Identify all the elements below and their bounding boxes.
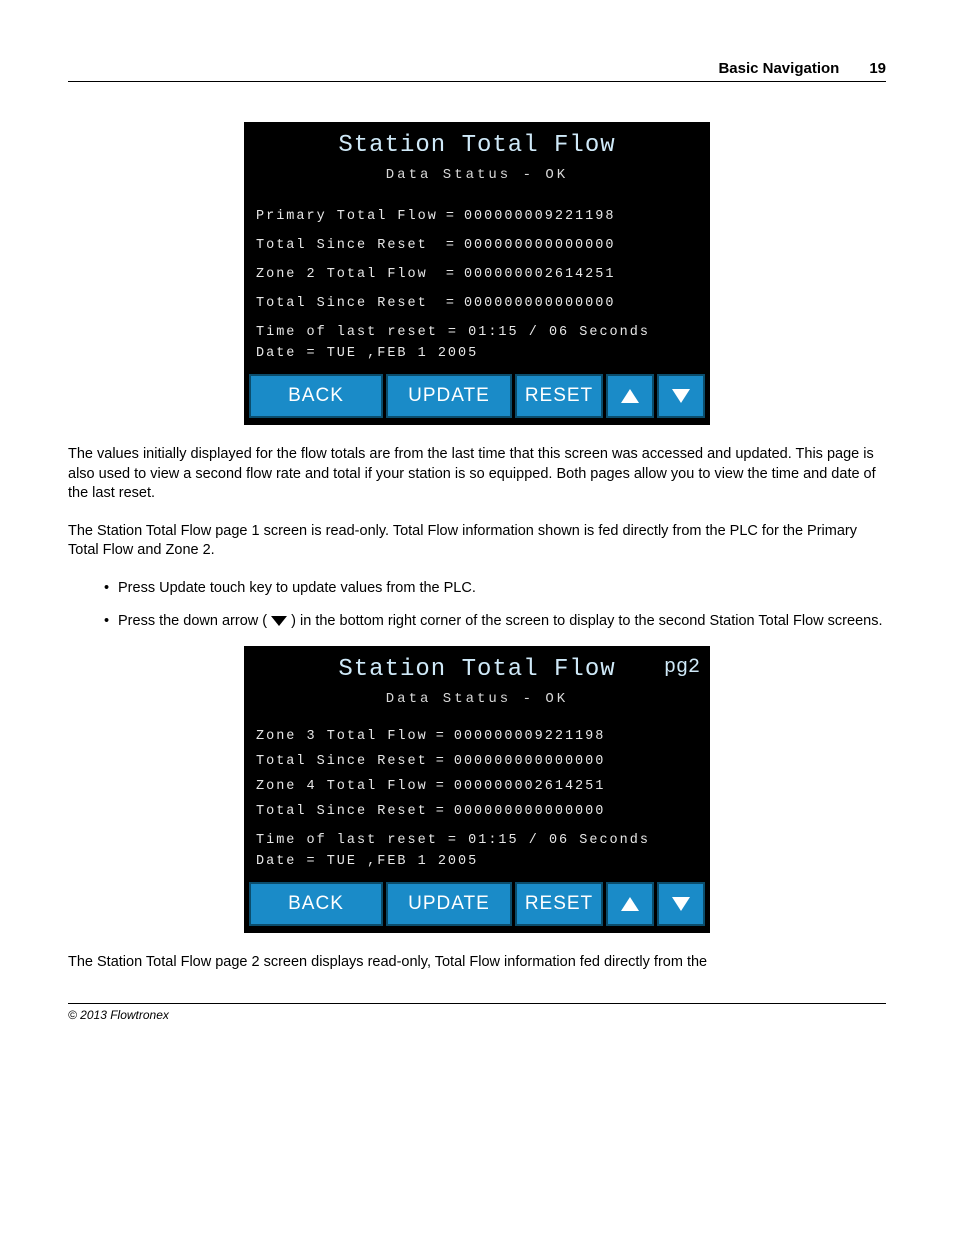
hmi1-button-bar: BACK UPDATE RESET [244,375,710,419]
hmi1-row-label: Total Since Reset [256,296,428,311]
equals-sign: = [446,209,456,224]
back-button[interactable]: BACK [250,375,382,417]
hmi2-row-value: 000000002614251 [454,779,606,794]
equals-sign: = [436,267,456,282]
hmi2-row-total-since-reset-1: Total Since Reset = 000000000000000 [256,754,698,769]
triangle-down-icon [271,616,287,626]
hmi1-title: Station Total Flow [338,132,615,159]
paragraph: The Station Total Flow page 1 screen is … [68,522,886,561]
hmi1-row-total-since-reset-1: Total Since Reset = 000000000000000 [256,238,698,253]
update-button[interactable]: UPDATE [387,375,511,417]
hmi1-row-zone2-total-flow: Zone 2 Total Flow = 000000002614251 [256,267,698,282]
equals-sign: = [436,296,456,311]
bullet-item: Press Update touch key to update values … [104,579,886,599]
hmi1-row-label: Primary Total Flow [256,209,438,224]
hmi2-page-indicator: pg2 [664,656,700,679]
hmi2-row-value: 000000000000000 [454,804,606,819]
hmi2-status: Data Status - OK [244,691,710,707]
triangle-down-icon [672,897,690,911]
hmi1-row-value: 000000000000000 [464,296,616,311]
equals-sign: = [436,804,446,819]
hmi2-row-total-since-reset-2: Total Since Reset = 000000000000000 [256,804,698,819]
back-button[interactable]: BACK [250,883,382,925]
hmi2-row-label: Zone 3 Total Flow [256,729,428,744]
paragraph: The values initially displayed for the f… [68,445,886,504]
equals-sign: = [436,238,456,253]
hmi2-row-zone4-total-flow: Zone 4 Total Flow = 000000002614251 [256,779,698,794]
equals-sign: = [436,729,446,744]
triangle-up-icon [621,897,639,911]
hmi-screenshot-2: Station Total Flow pg2 Data Status - OK … [68,646,886,933]
equals-sign: = [436,779,446,794]
hmi2-row-value: 000000009221198 [454,729,606,744]
equals-sign: = [436,754,446,769]
hmi2-row-label: Zone 4 Total Flow [256,779,428,794]
page-down-button[interactable] [658,375,704,417]
hmi1-status: Data Status - OK [244,167,710,183]
update-button[interactable]: UPDATE [387,883,511,925]
bullet-item: Press the down arrow ( ) in the bottom r… [104,612,886,632]
hmi1-row-value: 000000000000000 [464,238,616,253]
hmi1-row-primary-total-flow: Primary Total Flow = 000000009221198 [256,209,698,224]
hmi2-row-label: Total Since Reset [256,754,428,769]
page-footer: © 2013 Flowtronex [68,1003,886,1022]
hmi2-row-value: 000000000000000 [454,754,606,769]
reset-button-label: RESET [525,893,593,915]
bullet-text-b: ) in the bottom right corner of the scre… [287,613,882,629]
update-button-label: UPDATE [408,893,490,915]
triangle-up-icon [621,389,639,403]
back-button-label: BACK [288,893,344,915]
hmi-screenshot-1: Station Total Flow Data Status - OK Prim… [68,122,886,425]
page-up-button[interactable] [607,375,653,417]
hmi1-date: Date = TUE ,FEB 1 2005 [256,346,698,361]
page-header: Basic Navigation 19 [68,60,886,82]
hmi2-row-zone3-total-flow: Zone 3 Total Flow = 000000009221198 [256,729,698,744]
header-section-title: Basic Navigation [718,60,839,77]
page-up-button[interactable] [607,883,653,925]
hmi2-date: Date = TUE ,FEB 1 2005 [256,854,698,869]
reset-button[interactable]: RESET [516,375,602,417]
reset-button-label: RESET [525,385,593,407]
hmi2-row-label: Total Since Reset [256,804,428,819]
update-button-label: UPDATE [408,385,490,407]
hmi2-title: Station Total Flow [338,656,615,683]
hmi1-row-label: Zone 2 Total Flow [256,267,428,282]
triangle-down-icon [672,389,690,403]
hmi1-row-label: Total Since Reset [256,238,428,253]
paragraph: The Station Total Flow page 2 screen dis… [68,953,886,973]
hmi2-time-of-last-reset: Time of last reset = 01:15 / 06 Seconds [256,833,698,848]
header-page-number: 19 [869,60,886,77]
hmi1-time-of-last-reset: Time of last reset = 01:15 / 06 Seconds [256,325,698,340]
hmi2-button-bar: BACK UPDATE RESET [244,883,710,927]
hmi1-row-total-since-reset-2: Total Since Reset = 000000000000000 [256,296,698,311]
back-button-label: BACK [288,385,344,407]
page-down-button[interactable] [658,883,704,925]
bullet-text-a: Press the down arrow ( [118,613,271,629]
hmi1-row-value: 000000009221198 [464,209,616,224]
reset-button[interactable]: RESET [516,883,602,925]
copyright: © 2013 Flowtronex [68,1008,169,1022]
hmi1-row-value: 000000002614251 [464,267,616,282]
